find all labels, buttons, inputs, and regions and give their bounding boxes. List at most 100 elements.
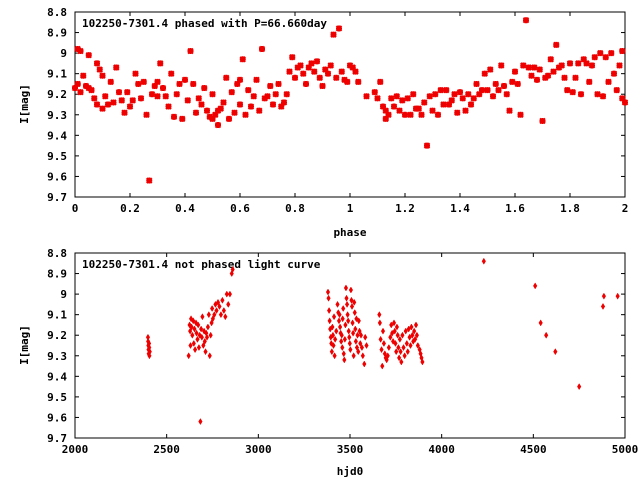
data-point [336,317,342,325]
data-point [226,300,231,308]
data-point [205,323,211,331]
data-point [129,97,136,104]
data-point [385,352,390,360]
data-point [407,333,412,341]
data-point [188,315,194,323]
data-point [289,54,296,61]
data-point [305,64,312,71]
data-point [401,111,409,118]
data-point [410,331,415,339]
data-point [236,101,244,108]
x-tick-label: 0.8 [285,202,305,215]
y-tick-label: 9.7 [47,191,67,204]
data-point [99,105,106,112]
data-point [374,95,381,102]
data-point [348,346,353,354]
data-point [356,317,361,325]
y-tick-label: 8.8 [47,6,67,19]
data-point [503,91,510,98]
plot-frame [74,11,626,198]
data-point [352,298,357,306]
x-tick-label: 2 [622,202,629,215]
data-point [600,302,606,310]
data-point [199,325,204,333]
data-point [550,68,557,75]
data-point [272,91,279,98]
data-point [500,82,508,90]
data-point [421,99,428,106]
data-point [192,109,200,116]
data-point [124,88,131,96]
data-point [341,305,346,312]
data-point [191,339,196,347]
data-point [204,333,210,341]
data-point [302,80,310,88]
data-point [349,64,356,71]
data-point [619,95,626,102]
axis-ticks: 2000 2500 3000 3500 4000 4500 5000 8.8 8.9 9 9.1 9.… [47,247,638,456]
data-point [481,70,488,77]
data-points [145,257,620,426]
data-point [522,17,530,24]
data-point [454,109,461,116]
data-point [135,80,142,88]
data-point [200,313,205,321]
x-tick-label: 0.6 [230,202,250,215]
data-point [467,101,475,108]
data-point [159,84,167,92]
data-point [495,86,502,94]
data-point [391,319,397,327]
data-point [610,70,618,77]
data-point [388,95,395,102]
data-point [140,78,147,86]
data-point [220,296,225,304]
data-point [212,111,219,118]
y-tick-label: 9.4 [47,370,67,383]
data-point [347,339,352,347]
data-point [413,321,419,329]
data-point [580,56,587,63]
data-point [71,84,79,92]
data-point [415,342,420,349]
data-point [88,86,95,94]
data-point [214,121,222,129]
data-point [398,348,403,356]
y-axis-label: I[mag] [18,84,31,124]
data-point [351,352,356,360]
data-point [544,72,552,79]
data-point [382,107,389,114]
data-point [539,117,546,125]
x-tick-label: 1.6 [505,202,525,215]
y-tick-label: 9 [60,288,67,301]
data-point [327,317,332,325]
y-tick-label: 9.1 [47,309,67,322]
data-point [335,25,343,32]
data-point [96,66,103,73]
data-point [608,49,615,57]
data-point [212,311,217,319]
data-point [397,335,402,343]
data-point [93,60,101,67]
data-point [434,111,442,118]
data-point [566,60,574,67]
data-point [113,64,120,71]
data-point [286,68,293,75]
x-tick-label: 1.8 [560,202,580,215]
data-point [363,333,368,341]
data-point [531,64,538,71]
data-point [390,103,398,110]
data-point [162,93,169,100]
x-tick-label: 0.2 [120,202,140,215]
data-point [577,383,582,391]
data-point [605,78,612,86]
data-point [420,358,425,366]
data-point [371,88,378,96]
data-point [110,99,117,106]
data-point [359,344,365,352]
data-point [362,360,367,368]
data-point [400,331,405,339]
data-point [227,290,233,298]
data-point [192,325,197,333]
data-point [406,325,411,333]
data-point [381,339,387,347]
